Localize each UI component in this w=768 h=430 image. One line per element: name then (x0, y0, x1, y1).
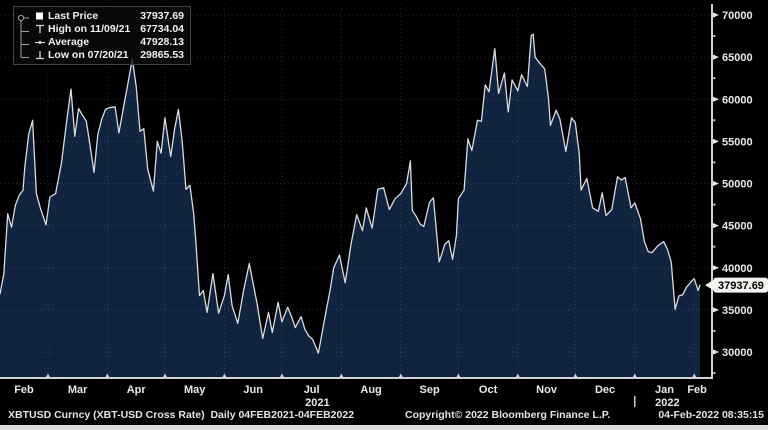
y-axis-tick (712, 138, 719, 145)
x-axis-label-oct: Oct (479, 384, 498, 396)
x-axis-tick (45, 373, 51, 378)
legend-value: 37937.69 (140, 9, 184, 22)
last-price-tag-arrow (705, 279, 714, 291)
x-axis-tick (162, 373, 168, 378)
x-axis-label-jan: Jan (655, 384, 674, 396)
y-axis-minor-tick (712, 35, 716, 38)
x-axis-label-jul: Jul (304, 384, 320, 396)
x-axis-tick (691, 373, 697, 378)
x-axis-label-feb: Feb (687, 384, 707, 396)
timestamp: 04-Feb-2022 08:35:15 (658, 409, 764, 421)
x-axis-tick (515, 373, 521, 378)
legend-value: 67734.04 (140, 22, 184, 35)
x-axis-label-may: May (184, 384, 206, 396)
last-price-tag (713, 277, 768, 293)
y-axis-minor-tick (712, 161, 716, 164)
y-axis-label-50000: 50000 (722, 179, 753, 191)
y-axis-minor-tick (712, 203, 716, 206)
x-axis-label-sep: Sep (419, 384, 439, 396)
x-axis-tick (398, 373, 404, 378)
year-label-2022: 2022 (655, 397, 679, 409)
y-axis-minor-tick (712, 119, 716, 122)
x-axis-tick (279, 373, 285, 378)
y-axis-tick (712, 264, 719, 271)
legend-tree-bracket (17, 14, 29, 58)
chart-legend: Last Price 37937.69 High on 11/09/21 677… (13, 6, 191, 65)
y-axis-tick (712, 349, 719, 355)
x-axis-tick (572, 373, 578, 378)
y-axis-tick (712, 12, 719, 18)
legend-row-low[interactable]: Low on 07/20/21 29865.53 (34, 48, 184, 61)
legend-row-average[interactable]: Average 47928.13 (34, 35, 184, 48)
price-chart-canvas[interactable]: 30000 35000 40000 45000 50000 55000 60000 65000… (0, 0, 768, 410)
legend-row-last-price[interactable]: Last Price 37937.69 (34, 9, 184, 22)
price-area (0, 34, 700, 378)
legend-value: 29865.53 (140, 48, 184, 61)
x-axis-label-apr: Apr (127, 384, 147, 396)
high-marker-icon (34, 24, 48, 34)
security-description: XBTUSD Curncy (XBT-USD Cross Rate) Daily… (8, 409, 355, 421)
y-axis-minor-tick (712, 372, 716, 375)
y-axis-label-60000: 60000 (722, 94, 753, 106)
x-axis-label-aug: Aug (360, 384, 381, 396)
y-axis-minor-tick (712, 77, 716, 80)
y-axis-label-45000: 45000 (722, 221, 753, 233)
window-bottom-border (0, 425, 768, 430)
legend-label: Last Price (48, 9, 99, 22)
x-axis-tick (338, 373, 344, 378)
x-axis-tick (221, 373, 227, 378)
y-axis-tick (712, 180, 719, 187)
x-axis-label-dec: Dec (595, 384, 615, 396)
last-price-tag-value: 37937.69 (718, 280, 764, 292)
average-marker-icon (34, 37, 48, 47)
y-axis-label-65000: 65000 (722, 52, 753, 64)
price-line (0, 33, 701, 354)
low-marker-icon (34, 50, 48, 60)
legend-label: Low on 07/20/21 (48, 48, 129, 61)
y-axis-label-35000: 35000 (722, 305, 753, 317)
last-price-square-icon (34, 11, 48, 21)
x-axis-label-mar: Mar (68, 384, 88, 396)
legend-label: Average (48, 35, 90, 48)
year-label-2021: 2021 (305, 397, 329, 409)
x-axis-label-jun: Jun (243, 384, 263, 396)
y-axis-label-55000: 55000 (722, 136, 753, 148)
x-axis-label-feb: Feb (14, 384, 34, 396)
x-axis-tick (104, 373, 110, 378)
y-axis-label-70000: 70000 (722, 10, 753, 22)
x-axis-tick (632, 373, 638, 378)
y-axis-tick (712, 306, 719, 313)
status-bar: XBTUSD Curncy (XBT-USD Cross Rate) Daily… (0, 409, 768, 425)
legend-label: High on 11/09/21 (48, 22, 131, 35)
copyright-notice: Copyright© 2022 Bloomberg Finance L.P. (405, 409, 611, 421)
y-axis-label-40000: 40000 (722, 263, 753, 275)
y-axis-tick (712, 222, 719, 229)
y-axis-minor-tick (712, 245, 716, 248)
y-axis-tick (712, 54, 719, 61)
legend-row-high[interactable]: High on 11/09/21 67734.04 (34, 22, 184, 35)
x-axis-label-nov: Nov (536, 384, 558, 396)
legend-value: 47928.13 (140, 35, 184, 48)
y-axis-label-30000: 30000 (722, 347, 753, 359)
y-axis-minor-tick (712, 329, 716, 332)
x-axis-tick (455, 373, 461, 378)
y-axis-tick (712, 96, 719, 103)
